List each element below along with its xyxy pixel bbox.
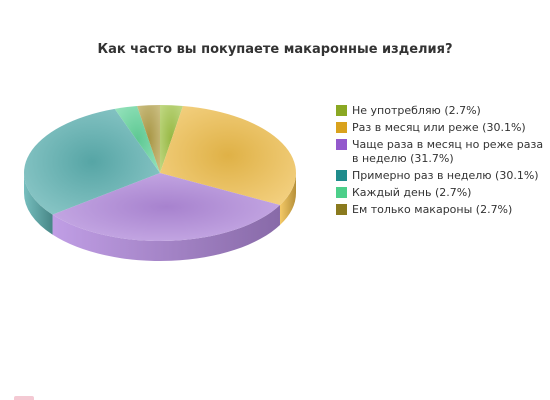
legend-label: Раз в месяц или реже (30.1%)	[352, 121, 526, 134]
pie-slice	[160, 105, 183, 173]
legend-swatch	[336, 170, 347, 181]
legend-item: Не употребляю (2.7%)	[336, 104, 546, 118]
legend-label: Каждый день (2.7%)	[352, 186, 472, 199]
legend: Не употребляю (2.7%) Раз в месяц или реже…	[336, 104, 546, 220]
legend-item: Раз в месяц или реже (30.1%)	[336, 121, 546, 135]
legend-label: Не употребляю (2.7%)	[352, 104, 481, 117]
legend-swatch	[336, 139, 347, 150]
legend-swatch	[336, 204, 347, 215]
pie-slice-side	[24, 173, 53, 235]
pie-slice-side	[279, 173, 296, 226]
bottom-edge-mark	[14, 396, 34, 400]
legend-label: Примерно раз в неделю (30.1%)	[352, 169, 539, 182]
pie-slice-side	[52, 205, 280, 262]
legend-label: Ем только макароны (2.7%)	[352, 203, 513, 216]
pie-slice	[52, 173, 280, 242]
legend-label: Чаще раза в месяц но реже раза в неделю …	[352, 138, 544, 165]
legend-item: Примерно раз в неделю (30.1%)	[336, 169, 546, 183]
legend-swatch	[336, 122, 347, 133]
legend-item: Ем только макароны (2.7%)	[336, 203, 546, 217]
pie-side-walls	[24, 173, 296, 262]
legend-item: Чаще раза в месяц но реже раза в неделю …	[336, 138, 546, 166]
pie-slice	[114, 105, 160, 173]
pie-top-faces	[24, 105, 296, 242]
pie-slice	[160, 105, 296, 206]
pie-slice	[24, 108, 160, 215]
legend-swatch	[336, 187, 347, 198]
pie-slice	[137, 105, 160, 173]
chart-title: Как часто вы покупаете макаронные издели…	[97, 42, 453, 57]
legend-swatch	[336, 105, 347, 116]
legend-item: Каждый день (2.7%)	[336, 186, 546, 200]
